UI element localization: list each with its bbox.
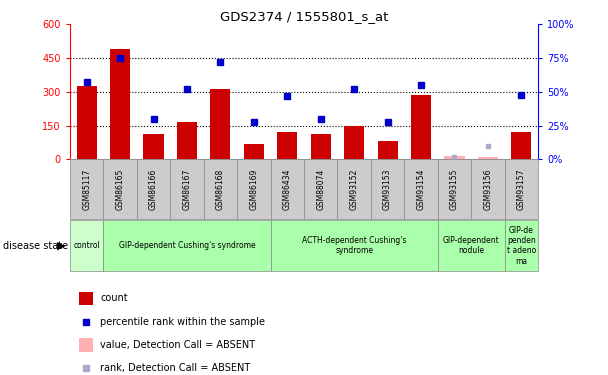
Bar [444,156,465,159]
Bar [505,220,538,271]
Text: GSM93157: GSM93157 [517,169,526,210]
Text: value, Detection Call = ABSENT: value, Detection Call = ABSENT [100,340,255,350]
Text: GIP-dependent Cushing's syndrome: GIP-dependent Cushing's syndrome [119,241,255,250]
Bar [471,159,505,219]
Text: ACTH-dependent Cushing's
syndrome: ACTH-dependent Cushing's syndrome [302,236,406,255]
Bar [177,122,197,159]
Text: GSM86167: GSM86167 [182,169,192,210]
Bar [210,88,230,159]
Text: GSM93152: GSM93152 [350,169,359,210]
Bar [170,159,204,219]
Bar [110,49,130,159]
Bar [70,159,103,219]
Text: disease state: disease state [3,241,68,250]
Text: GSM88074: GSM88074 [316,169,325,210]
Bar [511,132,531,159]
Text: GSM86169: GSM86169 [249,169,258,210]
Bar [478,157,498,159]
Bar [505,159,538,219]
Bar [79,338,94,352]
Bar [70,220,103,271]
Bar [204,159,237,219]
Text: GSM86166: GSM86166 [149,169,158,210]
Bar [404,159,438,219]
Bar [271,159,304,219]
Bar [337,159,371,219]
Bar [103,159,137,219]
Bar [237,159,271,219]
Text: GSM86434: GSM86434 [283,169,292,210]
Text: GSM93155: GSM93155 [450,169,459,210]
Bar [137,159,170,219]
Bar [304,159,337,219]
Text: control: control [74,241,100,250]
Text: percentile rank within the sample: percentile rank within the sample [100,316,265,327]
Bar [438,220,505,271]
Bar [244,144,264,159]
Text: GSM93156: GSM93156 [483,169,492,210]
Bar [77,86,97,159]
Text: rank, Detection Call = ABSENT: rank, Detection Call = ABSENT [100,363,250,374]
Text: GSM85117: GSM85117 [82,169,91,210]
Bar [378,141,398,159]
Text: GSM86165: GSM86165 [116,169,125,210]
Bar [344,126,364,159]
Bar [311,134,331,159]
Title: GDS2374 / 1555801_s_at: GDS2374 / 1555801_s_at [220,10,388,23]
Bar [371,159,404,219]
Text: GSM86168: GSM86168 [216,169,225,210]
Bar [79,292,94,304]
Text: GIP-de
penden
t adeno
ma: GIP-de penden t adeno ma [506,225,536,266]
Bar [438,159,471,219]
Text: count: count [100,293,128,303]
Bar [143,134,164,159]
Bar [411,95,431,159]
Text: GSM93153: GSM93153 [383,169,392,210]
Text: GSM93154: GSM93154 [416,169,426,210]
Bar [277,132,297,159]
Text: ▶: ▶ [57,241,66,250]
Text: GIP-dependent
nodule: GIP-dependent nodule [443,236,500,255]
Bar [271,220,438,271]
Bar [103,220,271,271]
